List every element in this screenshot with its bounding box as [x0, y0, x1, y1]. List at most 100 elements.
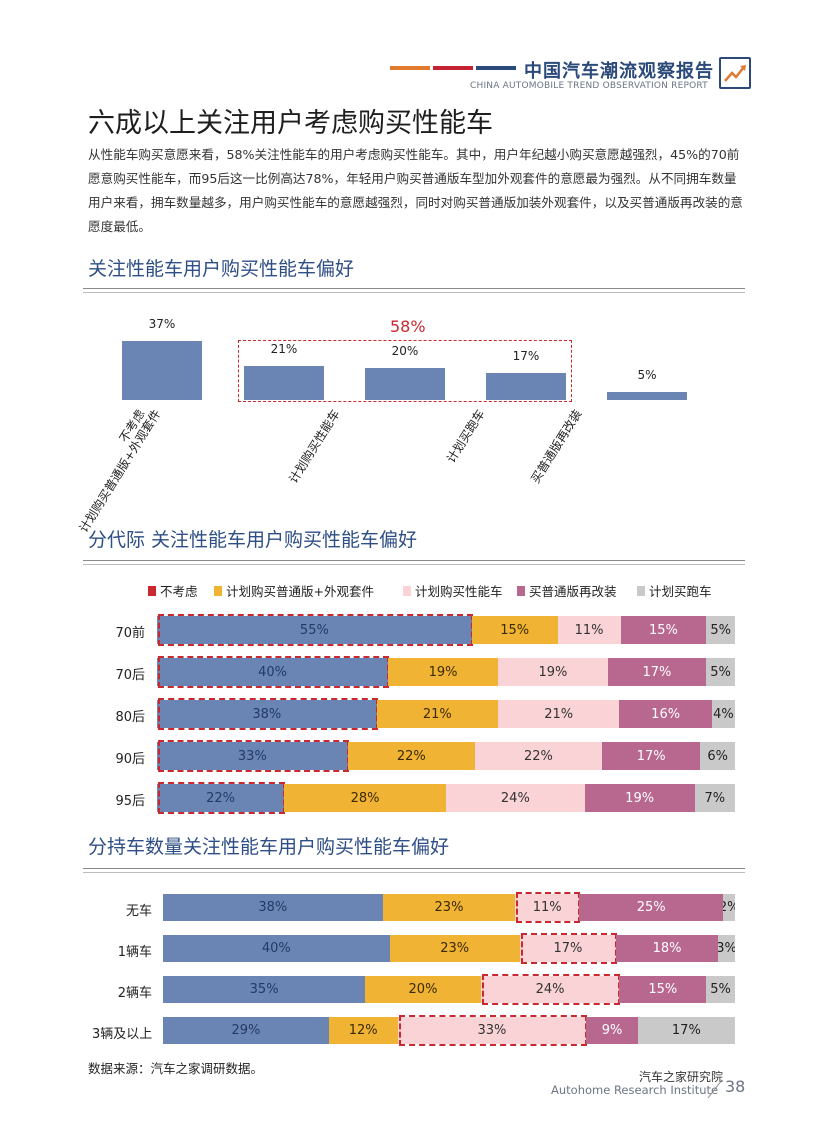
chart3-highlight-box: [398, 1015, 588, 1046]
chart1-rule-top: [83, 288, 745, 289]
chart3-segment: 23%: [382, 894, 516, 921]
chart1-value-label: 17%: [512, 348, 540, 363]
chart3-segment: 18%: [616, 935, 718, 962]
data-source-note: 数据来源：汽车之家调研数据。: [88, 1061, 264, 1076]
chart2-title: 分代际 关注性能车用户购买性能车偏好: [88, 529, 418, 551]
chart2-segment: 24%: [446, 784, 585, 812]
chart2-segment: 17%: [607, 658, 707, 686]
chart1-bar: [607, 392, 687, 400]
chart2-segment: 28%: [284, 784, 446, 812]
chart3-row-label: 1辆车: [117, 944, 152, 960]
legend-swatch: [214, 585, 222, 596]
chart3-rule-top: [83, 868, 745, 869]
chart2-row-label: 70前: [115, 626, 145, 641]
chart1-title: 关注性能车用户购买性能车偏好: [88, 258, 355, 280]
chart2-segment: 7%: [694, 784, 735, 812]
chart2-segment: 19%: [388, 658, 498, 686]
chart3-segment: 40%: [163, 935, 390, 962]
chart3-highlight-box: [520, 933, 618, 964]
chart2-legend-item: 计划买跑车: [637, 581, 712, 600]
chart3-segment: 15%: [619, 976, 707, 1003]
chart3-segment: 9%: [586, 1017, 638, 1044]
chart2-segment: 17%: [602, 742, 701, 770]
chart2-row-label: 90后: [115, 752, 145, 767]
chart3-row-label: 2辆车: [117, 985, 152, 1001]
chart1-highlight-box: [238, 340, 572, 402]
chart1-bar: [244, 366, 324, 400]
chart1-value-label: 5%: [637, 368, 657, 382]
chart3-segment: 3%: [718, 935, 735, 962]
chart2-segment: 11%: [557, 616, 621, 644]
chart2-segment: 5%: [706, 658, 735, 686]
legend-label: 不考虑: [160, 584, 198, 599]
chart2-highlight-box: [158, 614, 473, 646]
intro-paragraph: 从性能车购买意愿来看，58%关注性能车的用户考虑购买性能车。其中，用户年纪越小购…: [88, 147, 743, 234]
chart3-segment: 20%: [365, 976, 481, 1003]
header-stripe-red: [433, 66, 473, 70]
chart3-row-label: 无车: [125, 903, 152, 919]
chart2-highlight-box: [158, 740, 349, 772]
chart1-bar: [365, 368, 445, 400]
chart2-segment: 38%: [157, 700, 377, 728]
chart1-bar: [486, 372, 566, 400]
chart3-segment: 24%: [480, 976, 620, 1003]
legend-swatch: [148, 585, 156, 596]
chart1-category-label: 计划购买性能车: [286, 407, 343, 486]
chart2-legend-item: 计划购买性能车: [403, 581, 503, 600]
legend-swatch: [517, 585, 525, 596]
chart3-segment: 25%: [579, 894, 724, 921]
chart3-highlight-box: [516, 892, 580, 923]
chart3-rule-top-thin: [83, 872, 745, 873]
chart2-segment: 16%: [619, 700, 712, 728]
chart3-title: 分持车数量关注性能车用户购买性能车偏好: [88, 836, 450, 858]
chart2-rule-top-thin: [83, 564, 745, 565]
trend-up-arrow-icon: [719, 57, 751, 89]
chart1-value-label: 37%: [148, 316, 176, 331]
legend-label: 计划买跑车: [649, 584, 712, 599]
chart1-value-label: 21%: [270, 342, 298, 357]
chart2-segment: 55%: [157, 616, 472, 644]
report-title: 中国汽车潮流观察报告: [524, 61, 714, 82]
chart3-segment: 12%: [328, 1017, 398, 1044]
page-number: 38: [725, 1077, 746, 1096]
chart2-segment: 15%: [620, 616, 707, 644]
chart3-highlight-box: [481, 974, 621, 1005]
chart3-row-label: 3辆及以上: [92, 1026, 153, 1042]
chart2-segment: 19%: [498, 658, 608, 686]
chart2-row-label: 80后: [115, 710, 145, 725]
chart3-segment: 5%: [706, 976, 735, 1003]
chart3-segment: 11%: [515, 894, 579, 921]
page-title: 六成以上关注用户考虑购买性能车: [88, 108, 493, 139]
institute-name-en: Autohome Research Institute: [551, 1083, 719, 1097]
chart3-segment: 29%: [163, 1017, 329, 1044]
chart2-segment: 5%: [706, 616, 735, 644]
chart1-rule-top-thin: [83, 292, 745, 293]
chart2-segment: 15%: [471, 616, 558, 644]
chart2-row-label: 95后: [115, 794, 145, 809]
chart2-rule-top: [83, 560, 745, 561]
chart1-bar: [122, 340, 202, 400]
chart3-segment: 38%: [163, 894, 383, 921]
page-slash-icon: [707, 1079, 723, 1099]
chart2-segment: 22%: [347, 742, 475, 770]
chart3-segment: 17%: [637, 1017, 735, 1044]
chart2-legend-item: 计划购买普通版+外观套件: [214, 581, 374, 600]
chart3-segment: 35%: [163, 976, 366, 1003]
chart2-segment: 21%: [376, 700, 498, 728]
legend-swatch: [403, 585, 411, 596]
chart1-category-label: 计划买跑车: [443, 407, 488, 466]
chart2-legend-item: 不考虑: [148, 581, 198, 600]
legend-label: 买普通版再改装: [529, 584, 617, 599]
chart2-segment: 22%: [474, 742, 603, 770]
chart2-segment: 40%: [157, 658, 389, 686]
report-subtitle: CHINA AUTOMOBILE TREND OBSERVATION REPOR…: [470, 81, 708, 91]
chart1-value-label: 20%: [391, 344, 419, 358]
chart2-segment: 21%: [498, 700, 620, 728]
chart2-legend-item: 买普通版再改装: [517, 581, 617, 600]
chart1-group-label: 58%: [390, 317, 426, 336]
chart2-row-label: 70后: [115, 668, 145, 683]
chart3-segment: 33%: [397, 1017, 587, 1044]
chart3-segment: 17%: [519, 935, 617, 962]
chart2-segment: 19%: [584, 784, 695, 812]
chart2-segment: 6%: [700, 742, 735, 770]
